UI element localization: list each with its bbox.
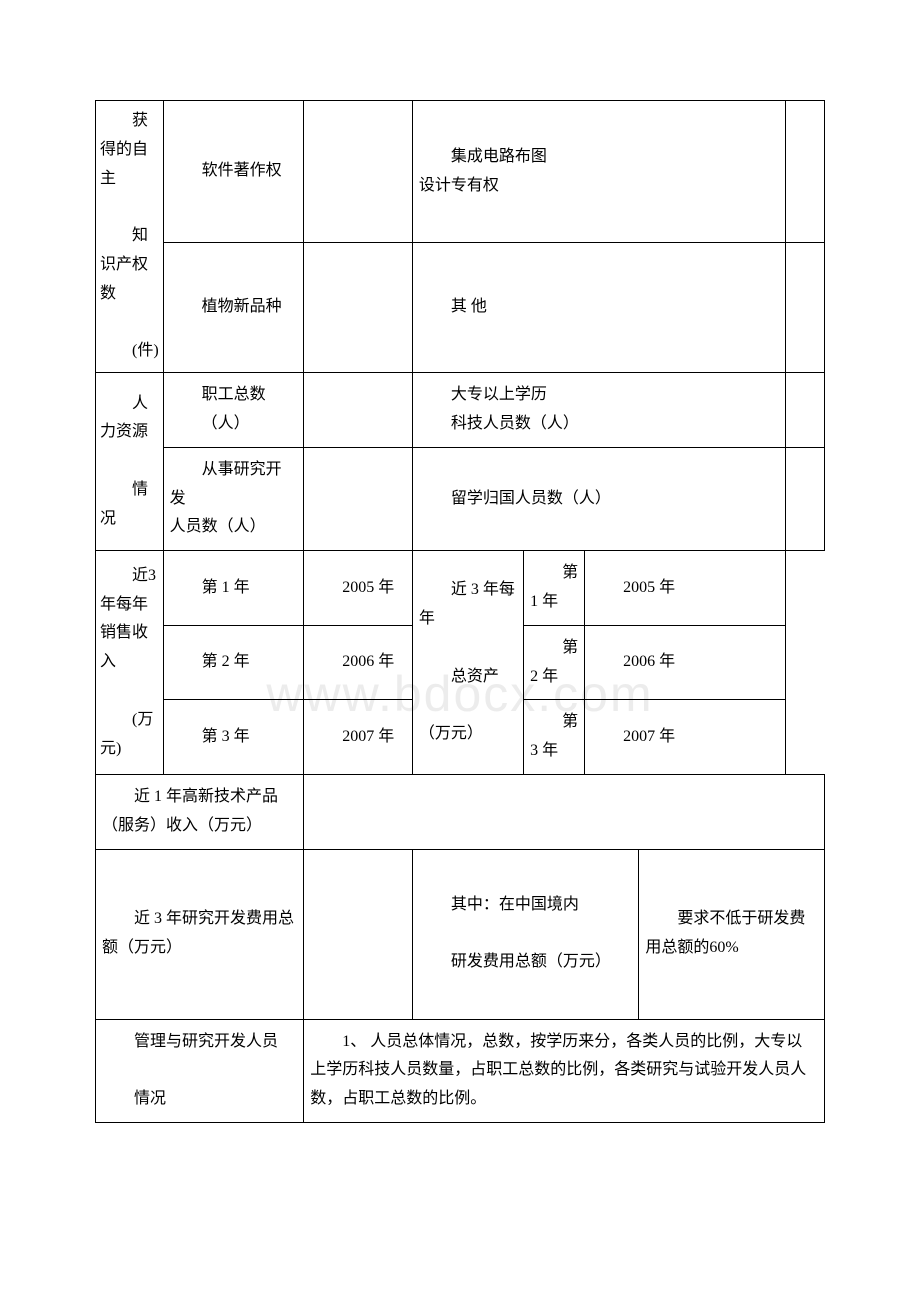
asset-header-text2: 总资产 — [419, 663, 517, 692]
plant-variety-text: 植物新品种 — [170, 293, 298, 322]
mgmt-header-cell: 管理与研究开发人员 情况 — [96, 1019, 304, 1122]
employees-text1: 职工总数 — [170, 381, 298, 410]
employees-text2: （人） — [170, 410, 298, 439]
sales-y2-text: 第 2 年 — [170, 648, 298, 677]
asset-y3-year-text: 2007 年 — [591, 723, 779, 752]
asset-y1-text: 第1 年 — [530, 559, 578, 617]
sales-y1-label: 第 1 年 — [163, 551, 304, 626]
graduates-text1: 大专以上学历 — [419, 381, 779, 410]
mgmt-body-cell: 1、 人员总体情况，总数，按学历来分，各类人员的比例，大专以上学历科技人员数量，… — [304, 1019, 825, 1122]
graduates-text2: 科技人员数（人） — [419, 410, 779, 439]
ip-header-text3: (件) — [100, 337, 159, 366]
rd-requirement-text: 要求不低于研发费用总额的60% — [645, 905, 818, 963]
hr-header-text2: 情况 — [100, 476, 159, 534]
sales-y2-label: 第 2 年 — [163, 625, 304, 700]
domestic-rd-label: 其中：在中国境内 研发费用总额（万元） — [412, 849, 639, 1019]
rd-staff-text2: 人员数（人） — [170, 513, 298, 542]
mgmt-header-text2: 情况 — [102, 1085, 297, 1114]
plant-variety-value — [304, 243, 413, 373]
rd-requirement: 要求不低于研发费用总额的60% — [639, 849, 825, 1019]
asset-y2-label: 第2 年 — [524, 625, 585, 700]
other-ip-label: 其 他 — [412, 243, 785, 373]
asset-y3-year: 2007 年 — [585, 700, 786, 775]
sales-y1-text: 第 1 年 — [170, 574, 298, 603]
returnees-value — [785, 447, 824, 550]
sales-y3-label: 第 3 年 — [163, 700, 304, 775]
main-table: 获得的自主 知识产权数 (件) 软件著作权 集成电路布图 设计专有权 植物新品种… — [95, 100, 825, 1123]
ic-layout-value — [785, 101, 824, 243]
graduates-label: 大专以上学历 科技人员数（人） — [412, 373, 785, 448]
other-ip-text: 其 他 — [419, 293, 779, 322]
asset-y3-label: 第3 年 — [524, 700, 585, 775]
rd-staff-label: 从事研究开发 人员数（人） — [163, 447, 304, 550]
sales-y1-year-text: 2005 年 — [310, 574, 406, 603]
hitech-income-value — [304, 774, 825, 849]
returnees-text: 留学归国人员数（人） — [419, 485, 779, 514]
ic-layout-label: 集成电路布图 设计专有权 — [412, 101, 785, 243]
graduates-value — [785, 373, 824, 448]
asset-y2-year-text: 2006 年 — [591, 648, 779, 677]
hitech-income-label: 近 1 年高新技术产品（服务）收入（万元） — [96, 774, 304, 849]
sales-y1-year: 2005 年 — [304, 551, 413, 626]
asset-y2-year: 2006 年 — [585, 625, 786, 700]
rd-expense-text: 近 3 年研究开发费用总额（万元） — [102, 905, 297, 963]
ic-layout-text1: 集成电路布图 — [419, 143, 779, 172]
sales-header-cell: 近3 年每年销售收入 (万元) — [96, 551, 164, 775]
asset-header-cell: 近 3 年每年 总资产 （万元） — [412, 551, 523, 775]
software-copyright-text: 软件著作权 — [170, 157, 298, 186]
hitech-income-text: 近 1 年高新技术产品（服务）收入（万元） — [102, 783, 297, 841]
rd-staff-text1: 从事研究开发 — [170, 456, 298, 514]
rd-expense-value — [304, 849, 413, 1019]
rd-expense-label: 近 3 年研究开发费用总额（万元） — [96, 849, 304, 1019]
domestic-rd-text2: 研发费用总额（万元） — [419, 948, 633, 977]
sales-y3-year: 2007 年 — [304, 700, 413, 775]
employees-value — [304, 373, 413, 448]
asset-y2-text: 第2 年 — [530, 634, 578, 692]
hr-header-text1: 人力资源 — [100, 390, 159, 448]
asset-y1-year-text: 2005 年 — [591, 574, 779, 603]
asset-header-text1: 近 3 年每年 — [419, 576, 517, 634]
asset-header-text3: （万元） — [419, 720, 517, 749]
hr-header-cell: 人力资源 情况 — [96, 373, 164, 551]
mgmt-body-text: 1、 人员总体情况，总数，按学历来分，各类人员的比例，大专以上学历科技人员数量，… — [310, 1028, 818, 1114]
sales-y2-year-text: 2006 年 — [310, 648, 406, 677]
software-copyright-label: 软件著作权 — [163, 101, 304, 243]
sales-y3-year-text: 2007 年 — [310, 723, 406, 752]
ip-header-text1: 获得的自主 — [100, 107, 159, 193]
asset-y3-text: 第3 年 — [530, 708, 578, 766]
software-copyright-value — [304, 101, 413, 243]
rd-staff-value — [304, 447, 413, 550]
ip-header-text2: 知识产权数 — [100, 222, 159, 308]
mgmt-header-text1: 管理与研究开发人员 — [102, 1028, 297, 1057]
sales-y3-text: 第 3 年 — [170, 723, 298, 752]
ic-layout-text2: 设计专有权 — [419, 172, 779, 201]
plant-variety-label: 植物新品种 — [163, 243, 304, 373]
other-ip-value — [785, 243, 824, 373]
returnees-label: 留学归国人员数（人） — [412, 447, 785, 550]
sales-y2-year: 2006 年 — [304, 625, 413, 700]
employees-label: 职工总数 （人） — [163, 373, 304, 448]
domestic-rd-text1: 其中：在中国境内 — [419, 891, 633, 920]
sales-header-text2: (万元) — [100, 706, 159, 764]
sales-header-text1: 近3 年每年销售收入 — [100, 562, 159, 677]
ip-header-cell: 获得的自主 知识产权数 (件) — [96, 101, 164, 373]
asset-y1-year: 2005 年 — [585, 551, 786, 626]
asset-y1-label: 第1 年 — [524, 551, 585, 626]
